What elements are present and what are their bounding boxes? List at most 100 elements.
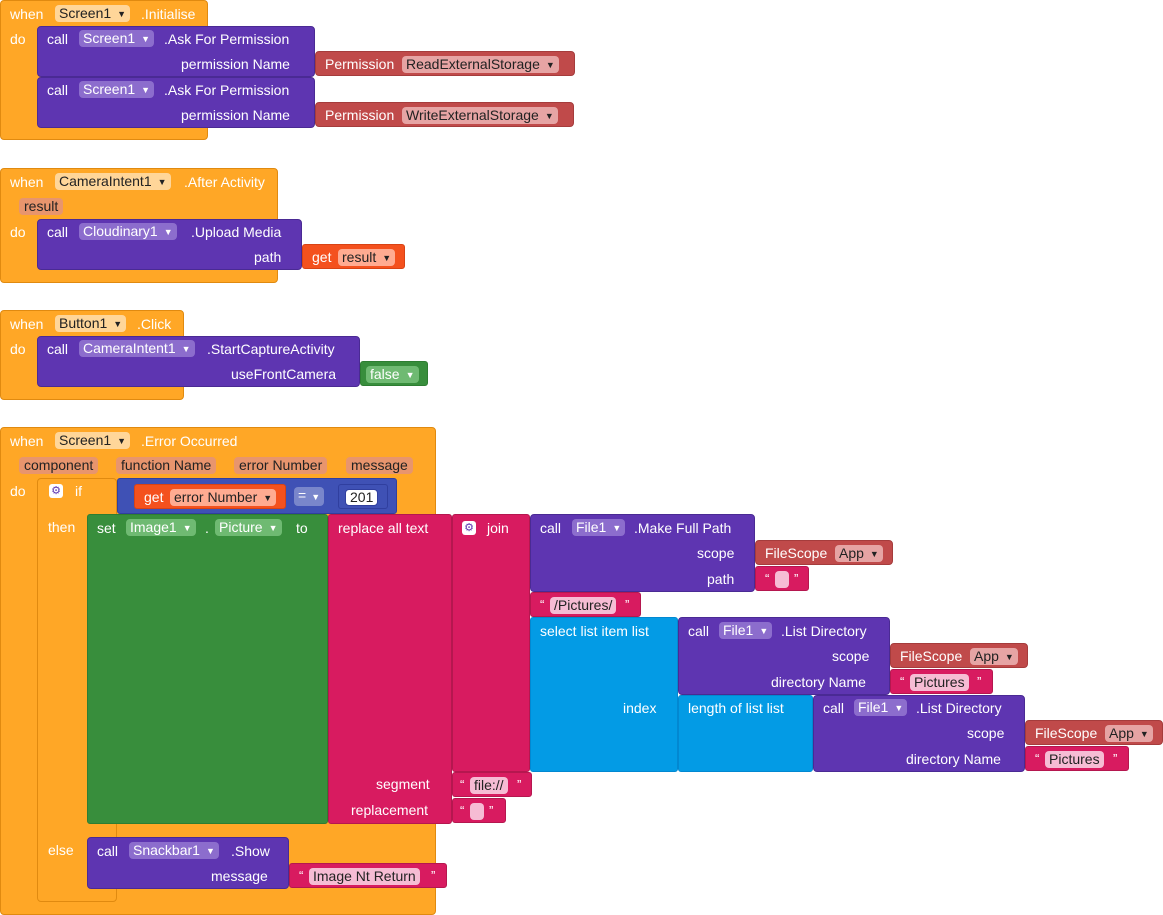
- variable-dropdown[interactable]: result ▼: [338, 249, 396, 266]
- arg-label: path: [254, 249, 282, 265]
- number-field[interactable]: 201: [345, 489, 379, 506]
- event-name: .Initialise: [141, 6, 196, 22]
- replacement-text-block[interactable]: “ ”: [452, 798, 506, 823]
- filescope-dropdown[interactable]: App ▼: [1105, 725, 1153, 742]
- permission-block-read[interactable]: Permission ReadExternalStorage ▼: [315, 51, 575, 76]
- call-block-ask-permission-1[interactable]: call Screen1 ▼ .Ask For Permission permis…: [37, 26, 315, 77]
- chevron-down-icon: ▼: [545, 60, 555, 70]
- set-property-block[interactable]: set Image1 ▼ . Picture ▼ to: [87, 514, 328, 824]
- component-dropdown[interactable]: CameraIntent1 ▼: [79, 340, 195, 357]
- chevron-down-icon: ▼: [141, 85, 151, 95]
- pictures-text-block[interactable]: “ Pictures ”: [1025, 746, 1129, 771]
- event-param[interactable]: component: [19, 457, 99, 474]
- call-block-list-directory-2[interactable]: call File1 ▼ .List Directory scope direct…: [813, 695, 1025, 772]
- permission-dropdown[interactable]: WriteExternalStorage ▼: [402, 107, 558, 124]
- call-block-list-directory-1[interactable]: call File1 ▼ .List Directory scope direct…: [678, 617, 890, 695]
- permission-block-write[interactable]: Permission WriteExternalStorage ▼: [315, 102, 574, 127]
- filescope-dropdown[interactable]: App ▼: [835, 545, 883, 562]
- call-block-ask-permission-2[interactable]: call Screen1 ▼ .Ask For Permission permis…: [37, 77, 315, 128]
- select-list-item-block[interactable]: select list item list index: [530, 617, 678, 772]
- arg-label: message: [211, 868, 268, 884]
- chevron-down-icon: ▼: [117, 9, 127, 19]
- get-variable-block[interactable]: get result ▼: [302, 244, 405, 269]
- filescope-label: FileScope: [900, 648, 963, 664]
- filescope-block[interactable]: FileScope App ▼: [755, 540, 893, 565]
- call-block-make-full-path[interactable]: call File1 ▼ .Make Full Path scope path: [530, 514, 755, 592]
- chevron-down-icon: ▼: [869, 549, 879, 559]
- get-variable-block[interactable]: get error Number ▼: [134, 484, 286, 509]
- chevron-down-icon: ▼: [612, 523, 622, 533]
- text-field[interactable]: [775, 571, 789, 588]
- component-dropdown[interactable]: Cloudinary1 ▼: [79, 223, 177, 240]
- method-name: .List Directory: [916, 700, 1002, 716]
- component-dropdown[interactable]: Screen1 ▼: [55, 5, 131, 22]
- filescope-dropdown[interactable]: App ▼: [970, 648, 1018, 665]
- text-field[interactable]: Pictures: [910, 674, 969, 691]
- gear-icon[interactable]: ⚙: [49, 484, 63, 498]
- component-dropdown[interactable]: Screen1 ▼: [79, 30, 155, 47]
- text-field[interactable]: [470, 803, 484, 820]
- number-block[interactable]: 201: [338, 484, 388, 509]
- call-block-snackbar-show[interactable]: call Snackbar1 ▼ .Show message: [87, 837, 289, 889]
- boolean-dropdown[interactable]: false ▼: [366, 366, 419, 383]
- method-name: .Show: [231, 843, 270, 859]
- component-dropdown[interactable]: Image1 ▼: [126, 519, 196, 536]
- join-block[interactable]: ⚙ join: [452, 514, 530, 772]
- when-keyword: when: [10, 6, 44, 22]
- length-of-list-block[interactable]: length of list list: [678, 695, 813, 772]
- call-keyword: call: [823, 700, 845, 716]
- filescope-block[interactable]: FileScope App ▼: [1025, 720, 1163, 745]
- call-block-start-capture[interactable]: call CameraIntent1 ▼ .StartCaptureActivit…: [37, 336, 360, 387]
- property-dropdown[interactable]: Picture ▼: [215, 519, 282, 536]
- replace-all-text-block[interactable]: replace all text segment replacement: [328, 514, 452, 824]
- segment-text-block[interactable]: “ file:// ”: [452, 772, 532, 797]
- message-text-block[interactable]: “ Image Nt Return ”: [289, 863, 447, 888]
- permission-label: Permission: [325, 107, 395, 123]
- filescope-block[interactable]: FileScope App ▼: [890, 643, 1028, 668]
- when-keyword: when: [10, 174, 44, 190]
- component-dropdown[interactable]: Button1 ▼: [55, 315, 127, 332]
- component-dropdown[interactable]: File1 ▼: [572, 519, 626, 536]
- scope-label: scope: [697, 545, 735, 561]
- boolean-block[interactable]: false ▼: [360, 361, 428, 386]
- arg-label: permission Name: [181, 107, 290, 123]
- do-keyword: do: [10, 31, 26, 47]
- component-dropdown[interactable]: File1 ▼: [719, 622, 773, 639]
- chevron-down-icon: ▼: [141, 34, 151, 44]
- event-param[interactable]: result: [19, 198, 64, 215]
- text-field[interactable]: Image Nt Return: [309, 868, 420, 885]
- text-field[interactable]: Pictures: [1045, 751, 1104, 768]
- do-keyword: do: [10, 341, 26, 357]
- empty-text-block[interactable]: “ ”: [755, 566, 809, 591]
- gear-icon[interactable]: ⚙: [462, 521, 476, 535]
- component-dropdown[interactable]: Screen1 ▼: [55, 432, 131, 449]
- component-dropdown[interactable]: Snackbar1 ▼: [129, 842, 219, 859]
- permission-dropdown[interactable]: ReadExternalStorage ▼: [402, 56, 559, 73]
- chevron-down-icon: ▼: [544, 111, 554, 121]
- pictures-text-block[interactable]: “ Pictures ”: [890, 669, 993, 694]
- component-dropdown[interactable]: CameraIntent1 ▼: [55, 173, 171, 190]
- event-name: .After Activity: [184, 174, 265, 190]
- event-param[interactable]: function Name: [116, 457, 217, 474]
- chevron-down-icon: ▼: [759, 626, 769, 636]
- close-quote: ”: [431, 868, 436, 883]
- variable-dropdown[interactable]: error Number ▼: [170, 489, 277, 506]
- event-name: .Click: [137, 316, 172, 332]
- text-field[interactable]: file://: [470, 777, 508, 794]
- open-quote: “: [765, 571, 770, 586]
- call-keyword: call: [540, 520, 562, 536]
- then-keyword: then: [48, 519, 76, 535]
- arg-label: permission Name: [181, 56, 290, 72]
- open-quote: “: [1035, 751, 1040, 766]
- component-dropdown[interactable]: Screen1 ▼: [79, 81, 155, 98]
- path-label: path: [707, 571, 735, 587]
- event-param[interactable]: message: [346, 457, 413, 474]
- get-keyword: get: [144, 489, 164, 505]
- call-block-upload-media[interactable]: call Cloudinary1 ▼ .Upload Media path: [37, 219, 302, 270]
- component-dropdown[interactable]: File1 ▼: [854, 699, 908, 716]
- text-field[interactable]: /Pictures/: [550, 597, 617, 614]
- pictures-text-block[interactable]: “ /Pictures/ ”: [530, 592, 641, 617]
- event-param[interactable]: error Number: [234, 457, 328, 474]
- compare-operator-dropdown[interactable]: = ▼: [294, 487, 325, 506]
- open-quote: “: [299, 868, 304, 883]
